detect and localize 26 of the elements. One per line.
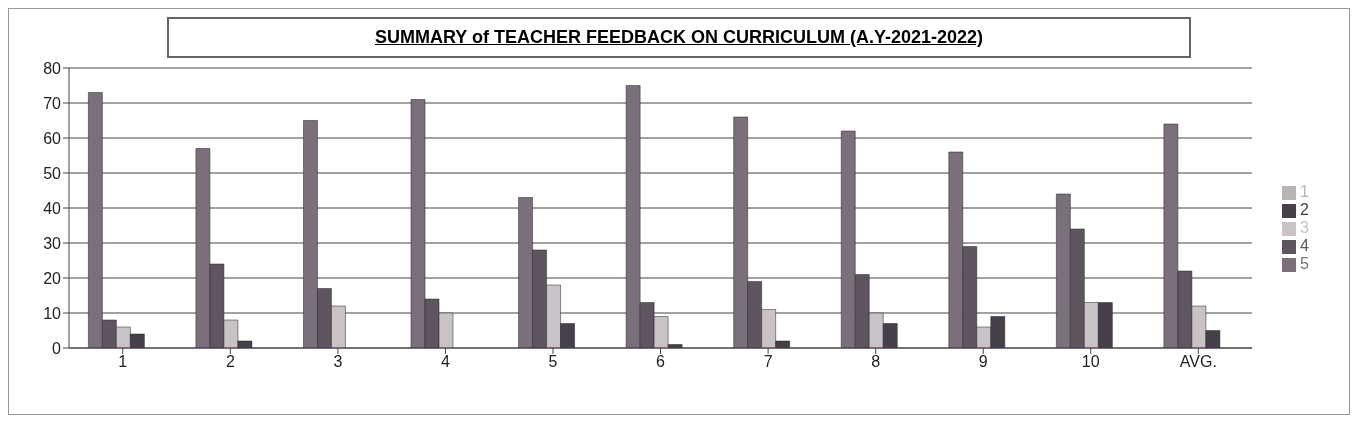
y-tick-label: 60	[43, 129, 62, 147]
legend-label: 3	[1300, 219, 1309, 236]
y-tick-label: 50	[43, 164, 62, 182]
y-tick-label: 40	[43, 199, 62, 217]
legend-label: 1	[1300, 183, 1309, 200]
legend-label: 5	[1300, 255, 1309, 272]
x-tick-label: 3	[333, 353, 343, 371]
legend-label: 2	[1300, 201, 1309, 218]
y-tick-label: 80	[43, 59, 62, 77]
x-tick-label: 5	[548, 353, 558, 371]
x-tick-label: 2	[225, 353, 235, 371]
x-tick-label: 4	[440, 353, 450, 371]
x-tick-label: 7	[763, 353, 773, 371]
x-tick-label: 6	[656, 353, 666, 371]
x-tick-label: 10	[1081, 353, 1100, 371]
x-tick-label: 8	[871, 353, 881, 371]
chart-title: SUMMARY of TEACHER FEEDBACK ON CURRICULUM (A.Y-2021-2022)	[167, 17, 1191, 58]
y-tick-label: 0	[52, 339, 62, 357]
x-tick-label: 1	[118, 353, 128, 371]
legend-label: 4	[1300, 237, 1309, 254]
x-tick-label: AVG.	[1179, 353, 1217, 371]
y-tick-label: 30	[43, 234, 62, 252]
y-tick-label: 10	[43, 304, 62, 322]
x-tick-label: 9	[978, 353, 988, 371]
y-tick-label: 20	[43, 269, 62, 287]
y-tick-label: 70	[43, 94, 62, 112]
